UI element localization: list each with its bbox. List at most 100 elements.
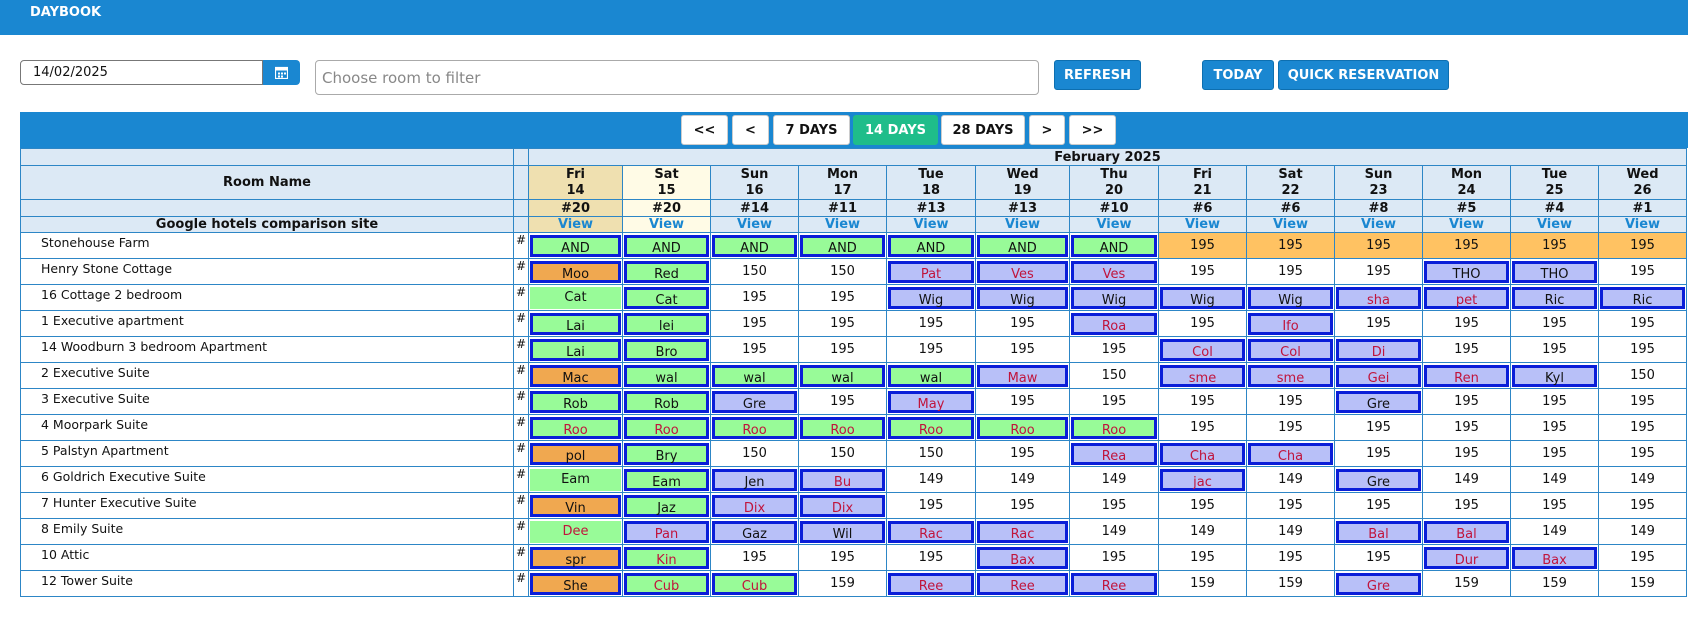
booking-block[interactable]: Red [624,260,709,283]
refresh-button[interactable]: REFRESH [1054,60,1141,90]
booking-cell[interactable]: Lai [528,310,623,337]
room-hash-link[interactable]: # [513,336,529,363]
rate-cell[interactable]: 195 [975,388,1070,415]
booking-cell[interactable]: lei [622,310,711,337]
booking-cell[interactable]: Pat [886,258,976,285]
room-name[interactable]: 12 Tower Suite [20,570,514,597]
booking-block[interactable]: Ree [977,572,1068,595]
rate-cell[interactable]: 195 [1334,440,1423,467]
booking-block[interactable]: sme [1248,364,1333,387]
rate-cell[interactable]: 149 [886,466,976,493]
booking-cell[interactable]: May [886,388,976,415]
rate-cell[interactable]: 195 [1510,492,1599,519]
booking-cell[interactable]: AND [1069,232,1159,259]
booking-cell[interactable]: spr [528,544,623,571]
booking-cell[interactable]: Di [1334,336,1423,363]
booking-block[interactable]: Ric [1600,286,1685,309]
booking-block[interactable]: Dix [800,494,885,517]
view-link[interactable]: View [1004,217,1041,232]
rate-cell[interactable]: 195 [975,310,1070,337]
room-name[interactable]: 14 Woodburn 3 bedroom Apartment [20,336,514,363]
rate-cell[interactable]: 159 [1158,570,1247,597]
rate-cell[interactable]: 195 [798,310,887,337]
quick-reservation-button[interactable]: QUICK RESERVATION [1278,60,1449,90]
rate-cell[interactable]: 149 [1246,518,1335,545]
rate-cell[interactable]: 195 [1510,388,1599,415]
rate-cell[interactable]: 195 [1158,492,1247,519]
booking-cell[interactable]: Roo [528,414,623,441]
room-hash-link[interactable]: # [513,388,529,415]
booking-cell[interactable]: Gre [1334,388,1423,415]
booking-block[interactable]: Bax [1512,546,1597,569]
rate-cell[interactable]: 195 [1069,336,1159,363]
booking-block[interactable]: Bro [624,338,709,361]
room-name[interactable]: 16 Cottage 2 bedroom [20,284,514,311]
booking-cell[interactable]: Dee [528,518,623,545]
rate-cell[interactable]: 195 [1422,336,1511,363]
rate-cell[interactable]: 195 [975,440,1070,467]
rate-cell[interactable]: 150 [1069,362,1159,389]
view-link[interactable]: View [736,217,773,232]
rate-cell[interactable]: 195 [886,310,976,337]
booking-block[interactable]: Dur [1424,546,1509,569]
rate-cell[interactable]: 195 [1334,258,1423,285]
booking-cell[interactable]: Wig [886,284,976,311]
rate-cell[interactable]: 195 [1158,388,1247,415]
rate-cell[interactable]: 159 [1422,570,1511,597]
rate-cell[interactable]: 149 [975,466,1070,493]
booking-block[interactable]: Vin [530,494,621,517]
booking-block[interactable]: AND [977,234,1068,257]
booking-block[interactable]: Ric [1512,286,1597,309]
room-hash-link[interactable]: # [513,258,529,285]
booking-block[interactable]: Jaz [624,494,709,517]
booking-block[interactable]: AND [800,234,885,257]
booking-block[interactable]: Cub [712,572,797,595]
booking-cell[interactable]: Gre [710,388,799,415]
view-link[interactable]: View [1360,217,1397,232]
booking-block[interactable]: Rac [977,520,1068,543]
booking-block[interactable]: She [530,572,621,595]
room-name[interactable]: Stonehouse Farm [20,232,514,259]
rate-cell[interactable]: 149 [1598,518,1687,545]
rate-cell[interactable]: 195 [1246,544,1335,571]
rate-cell[interactable]: 149 [1158,518,1247,545]
rate-cell[interactable]: 150 [710,440,799,467]
booking-block[interactable]: Rac [888,520,974,543]
rate-cell[interactable]: 195 [886,336,976,363]
booking-cell[interactable]: Dix [798,492,887,519]
booking-cell[interactable]: AND [528,232,623,259]
booking-cell[interactable]: Bro [622,336,711,363]
rate-cell[interactable]: 195 [1158,232,1247,259]
booking-block[interactable]: Rea [1071,442,1157,465]
booking-cell[interactable]: Wig [1158,284,1247,311]
booking-cell[interactable]: Dur [1422,544,1511,571]
nav-prev-button[interactable]: < [732,115,769,145]
booking-cell[interactable]: Gre [1334,570,1423,597]
room-filter-input[interactable]: Choose room to filter [315,60,1039,95]
booking-block[interactable]: pol [530,442,621,465]
room-hash-link[interactable]: # [513,414,529,441]
booking-cell[interactable]: Gaz [710,518,799,545]
rate-cell[interactable]: 195 [1422,492,1511,519]
rate-cell[interactable]: 195 [798,336,887,363]
booking-block[interactable]: Maw [977,364,1068,387]
room-hash-link[interactable]: # [513,466,529,493]
booking-cell[interactable]: Wig [1246,284,1335,311]
booking-cell[interactable]: Bu [798,466,887,493]
booking-cell[interactable]: Rac [886,518,976,545]
view-link[interactable]: View [1624,217,1661,232]
booking-block[interactable]: Ves [1071,260,1157,283]
booking-cell[interactable]: Ree [886,570,976,597]
booking-cell[interactable]: Vin [528,492,623,519]
booking-block[interactable]: Roo [977,416,1068,439]
booking-block[interactable]: Pat [888,260,974,283]
room-name[interactable]: 4 Moorpark Suite [20,414,514,441]
rate-cell[interactable]: 195 [1246,414,1335,441]
rate-cell[interactable]: 195 [1422,414,1511,441]
rate-cell[interactable]: 195 [1598,258,1687,285]
booking-block[interactable]: Wig [1071,286,1157,309]
booking-block[interactable]: pet [1424,286,1509,309]
booking-cell[interactable]: AND [622,232,711,259]
room-hash-link[interactable]: # [513,284,529,311]
booking-block[interactable]: Col [1160,338,1245,361]
